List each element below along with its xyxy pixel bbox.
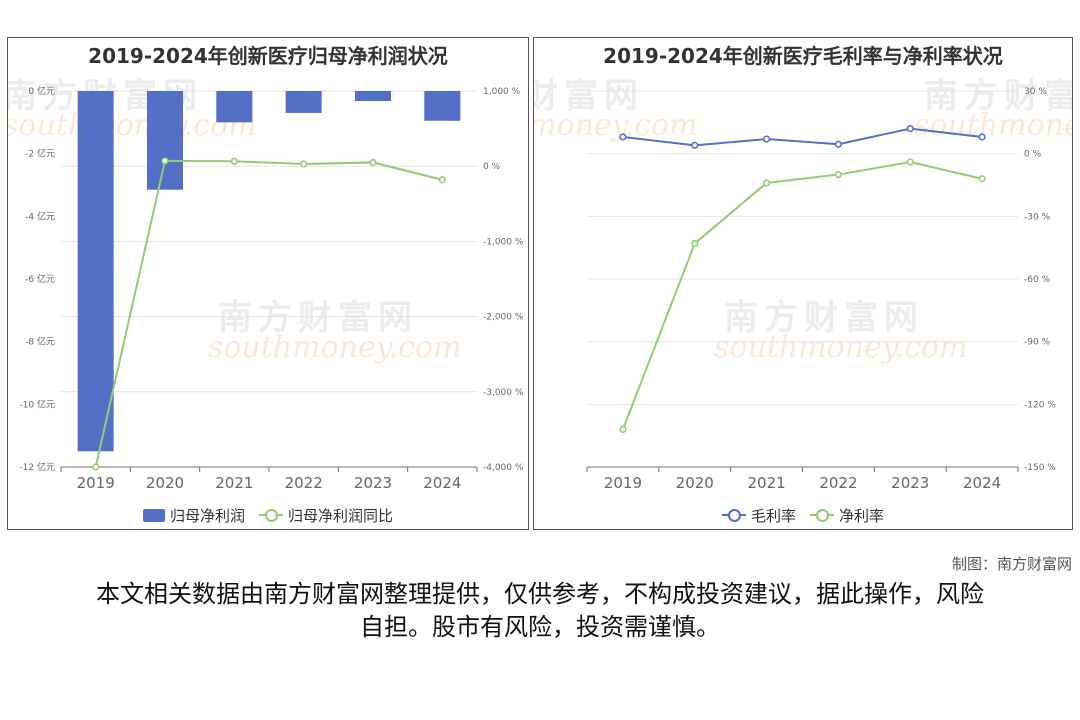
x-tick-label: 2022	[819, 474, 857, 492]
y-right-tick-label: -120 %	[1024, 400, 1056, 410]
y-right-tick-label: 30 %	[1024, 87, 1047, 97]
legend-label: 净利率	[839, 506, 885, 525]
y-left-tick-label: -4 亿元	[25, 210, 55, 222]
chart-legend: 归母净利润 归母净利润同比	[8, 504, 528, 526]
data-point	[619, 425, 627, 434]
data-point	[438, 176, 446, 184]
x-tick-label: 2022	[285, 474, 323, 492]
legend-item-net-profit[interactable]: 归母净利润	[142, 505, 245, 526]
data-point	[161, 157, 169, 165]
data-point	[834, 170, 843, 179]
legend-line-swatch	[721, 508, 746, 522]
legend-bar-swatch	[142, 508, 165, 522]
bar	[146, 91, 184, 190]
left-chart-panel: 南方财富网 southmoney.com 南方财富网 southmoney.co…	[7, 37, 529, 530]
data-point	[762, 135, 771, 143]
legend-line-swatch	[259, 508, 283, 522]
y-right-tick-label: -90 %	[1024, 338, 1051, 348]
series-line	[94, 159, 443, 468]
y-right-tick-label: 0 %	[483, 162, 501, 172]
margin-chart: 30 % 0 % -30 % -60 % -90 % -120 % -150 % 2019 20…	[586, 87, 1056, 492]
y-right-tick-label: 1,000 %	[483, 87, 521, 97]
legend-item-net-profit-yoy[interactable]: 归母净利润同比	[259, 505, 393, 526]
y-right-tick-label: -30 %	[1024, 212, 1051, 222]
y-left-tick-label: -10 亿元	[19, 398, 55, 410]
x-tick-label: 2021	[215, 474, 253, 492]
x-tick-label: 2024	[423, 474, 461, 492]
data-point	[978, 133, 986, 141]
data-point	[300, 160, 308, 168]
x-tick-label: 2023	[354, 474, 392, 492]
data-point	[691, 141, 699, 149]
legend-label: 归母净利润同比	[288, 506, 394, 525]
legend-label: 归母净利润	[169, 506, 245, 525]
legend-line-swatch	[810, 508, 834, 522]
chart-title: 2019-2024年创新医疗归母净利润状况	[88, 44, 448, 68]
disclaimer-text: 本文相关数据由南方财富网整理提供，仅供参考，不构成投资建议，据此操作，风险自担。…	[96, 580, 984, 641]
bar	[285, 91, 322, 113]
bar	[424, 91, 461, 121]
bar	[216, 91, 253, 123]
series-line	[622, 127, 983, 147]
y-right-tick-label: -1,000 %	[483, 237, 524, 247]
data-point	[619, 133, 627, 141]
data-point	[230, 157, 238, 165]
data-point	[762, 179, 771, 187]
y-left-tick-label: -2 亿元	[25, 148, 55, 160]
y-right-tick-label: -60 %	[1024, 275, 1051, 285]
x-tick-label: 2024	[963, 474, 1001, 492]
x-tick-label: 2020	[676, 474, 714, 492]
legend-item-gross-margin[interactable]: 毛利率	[721, 505, 796, 526]
bar	[354, 91, 392, 102]
x-tick-label: 2023	[891, 474, 929, 492]
data-point	[906, 124, 914, 133]
y-right-tick-label: -150 %	[1024, 463, 1056, 473]
data-point	[92, 463, 100, 471]
data-point	[906, 158, 914, 166]
y-right-tick-label: -3,000 %	[483, 388, 524, 398]
data-point	[978, 175, 986, 183]
data-point	[834, 140, 843, 148]
chart-title: 2019-2024年创新医疗毛利率与净利率状况	[603, 44, 1003, 68]
series-line	[621, 161, 983, 430]
chart-credit: 制图：南方财富网	[951, 555, 1072, 573]
bar	[77, 91, 114, 452]
y-left-tick-label: -12 亿元	[19, 461, 55, 473]
y-right-tick-label: 0 %	[1024, 150, 1042, 160]
y-left-tick-label: 0 亿元	[28, 85, 55, 97]
data-point	[691, 239, 699, 248]
x-tick-label: 2019	[77, 474, 115, 492]
x-tick-label: 2020	[146, 474, 184, 492]
legend-label: 毛利率	[750, 506, 796, 525]
y-left-tick-label: -6 亿元	[25, 273, 55, 285]
x-tick-label: 2021	[747, 474, 785, 492]
data-point	[369, 158, 377, 167]
net-profit-chart: 0 亿元 -2 亿元 -4 亿元 -6 亿元 -8 亿元 -10 亿元 -12 亿元 1,00…	[19, 85, 524, 492]
y-right-tick-label: -2,000 %	[483, 313, 524, 323]
chart-legend: 毛利率 净利率	[534, 504, 1072, 526]
y-right-tick-label: -4,000 %	[483, 463, 524, 473]
y-left-tick-label: -8 亿元	[25, 336, 55, 348]
x-tick-label: 2019	[604, 474, 642, 492]
legend-item-net-margin[interactable]: 净利率	[810, 505, 884, 526]
right-chart-panel: 南方财富网 southmoney.com 南方财富网 southmoney.co…	[533, 37, 1073, 530]
